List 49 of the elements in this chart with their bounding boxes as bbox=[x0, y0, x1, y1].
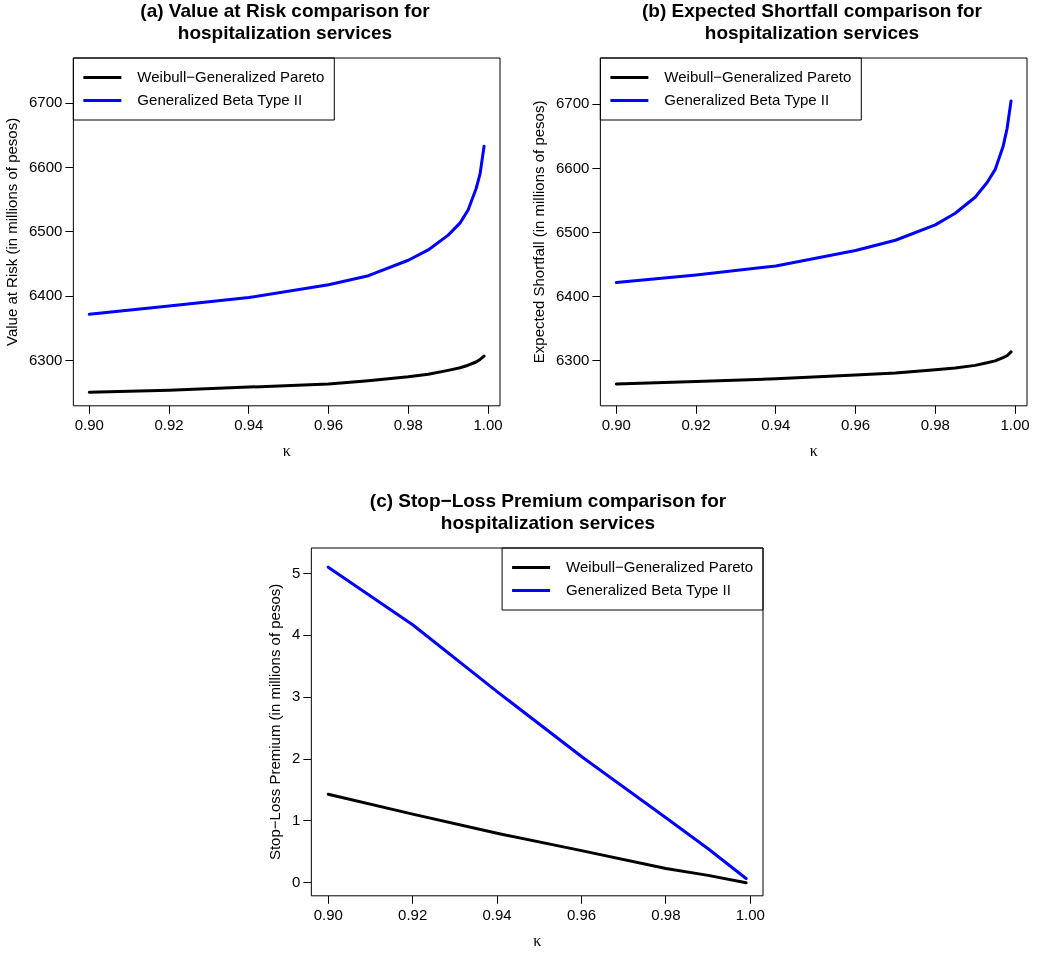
x-tick-label: 0.96 bbox=[840, 415, 871, 433]
x-tick-label: 0.92 bbox=[681, 415, 711, 433]
legend-label: Weibull−Generalized Pareto bbox=[664, 67, 852, 85]
x-tick-label: 1.00 bbox=[473, 415, 503, 433]
legend-label: Weibull−Generalized Pareto bbox=[566, 557, 754, 575]
y-axis-title: Expected Shortfall (in millions of pesos) bbox=[530, 100, 548, 364]
x-tick-label: 0.92 bbox=[154, 415, 184, 433]
x-tick-label: 0.94 bbox=[761, 415, 791, 433]
chart-title: (b) Expected Shortfall comparison for hospitalization services bbox=[641, 0, 983, 45]
x-tick-label: 1.00 bbox=[1000, 415, 1030, 433]
x-tick-label: 0.98 bbox=[651, 905, 681, 923]
x-tick-label: 0.96 bbox=[313, 415, 344, 433]
x-tick-label: 1.00 bbox=[735, 905, 765, 923]
y-tick-label: 6500 bbox=[28, 222, 63, 240]
y-tick-label: 6600 bbox=[555, 158, 590, 176]
chart-title: (a) Value at Risk comparison for hospitalization services bbox=[139, 0, 431, 45]
x-axis-title: κ bbox=[809, 441, 818, 459]
chart-title: (c) Stop−Loss Premium comparison for hospitalization services bbox=[368, 490, 728, 535]
y-tick-label: 2 bbox=[292, 749, 301, 767]
y-tick-label: 6700 bbox=[555, 94, 590, 112]
y-tick-label: 6700 bbox=[28, 93, 63, 111]
y-tick-label: 6400 bbox=[555, 286, 590, 304]
y-tick-label: 6400 bbox=[28, 286, 63, 304]
y-tick-label: 0 bbox=[292, 872, 301, 890]
x-tick-label: 0.96 bbox=[566, 905, 597, 923]
y-tick-label: 4 bbox=[292, 625, 301, 643]
legend-label: Generalized Beta Type II bbox=[566, 580, 731, 598]
y-tick-label: 3 bbox=[292, 687, 301, 705]
x-tick-label: 0.90 bbox=[601, 415, 631, 433]
y-axis-title: Value at Risk (in millions of pesos) bbox=[3, 117, 21, 346]
y-tick-label: 6300 bbox=[28, 350, 63, 368]
x-axis-title: κ bbox=[282, 441, 291, 459]
x-tick-label: 0.94 bbox=[234, 415, 264, 433]
x-tick-label: 0.98 bbox=[393, 415, 423, 433]
y-axis-title: Stop−Loss Premium (in millions of pesos) bbox=[266, 583, 284, 861]
x-axis-title: κ bbox=[533, 931, 542, 949]
legend-label: Generalized Beta Type II bbox=[664, 90, 830, 108]
legend-label: Weibull−Generalized Pareto bbox=[137, 67, 325, 85]
legend-label: Generalized Beta Type II bbox=[137, 90, 303, 108]
y-tick-label: 1 bbox=[292, 811, 301, 829]
x-tick-label: 0.98 bbox=[920, 415, 950, 433]
y-tick-label: 6300 bbox=[555, 351, 590, 369]
x-tick-label: 0.90 bbox=[313, 905, 343, 923]
x-tick-label: 0.92 bbox=[398, 905, 428, 923]
y-tick-label: 5 bbox=[292, 563, 301, 581]
y-tick-label: 6600 bbox=[28, 157, 63, 175]
x-tick-label: 0.90 bbox=[74, 415, 104, 433]
x-tick-label: 0.94 bbox=[482, 905, 512, 923]
y-tick-label: 6500 bbox=[555, 222, 590, 240]
